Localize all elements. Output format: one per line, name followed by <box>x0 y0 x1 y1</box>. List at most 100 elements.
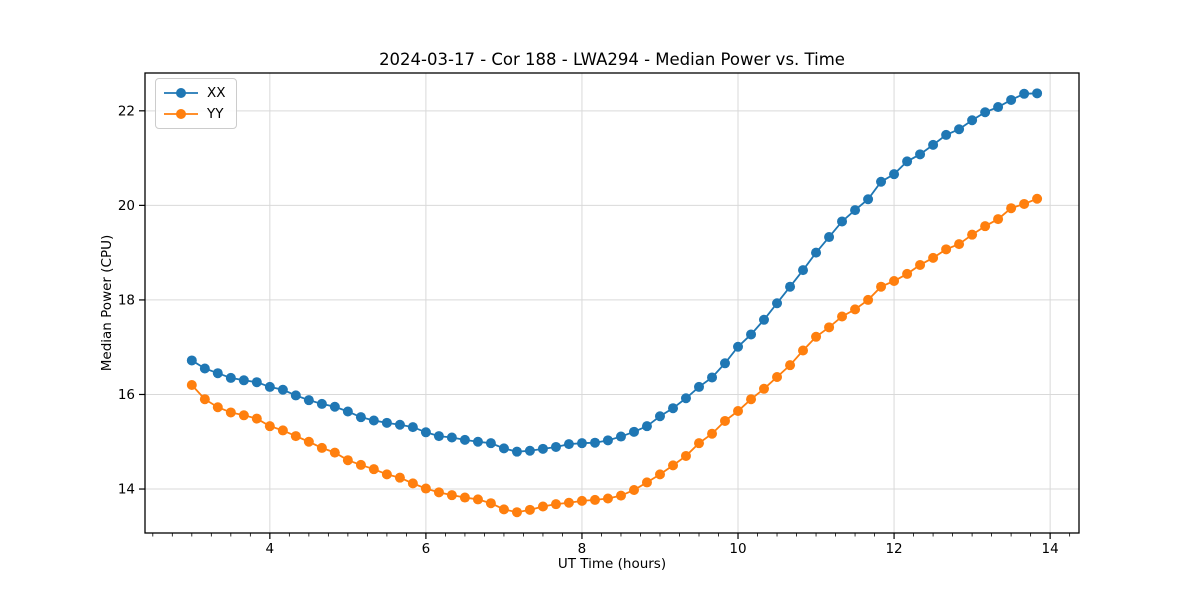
data-point-xx <box>433 431 444 442</box>
data-point-yy <box>472 494 483 505</box>
data-point-yy <box>394 472 405 483</box>
data-point-xx <box>225 372 236 383</box>
data-point-xx <box>811 247 822 258</box>
y-tick-label: 20 <box>118 198 135 214</box>
data-point-xx <box>785 281 796 292</box>
data-point-yy <box>329 447 340 458</box>
data-point-yy <box>694 438 705 449</box>
data-point-xx <box>824 232 835 243</box>
chart-title: 2024-03-17 - Cor 188 - LWA294 - Median P… <box>379 50 845 69</box>
data-point-xx <box>602 435 613 446</box>
data-point-xx <box>485 438 496 449</box>
data-point-xx <box>407 422 418 433</box>
data-point-xx <box>902 156 913 167</box>
data-point-yy <box>290 431 301 442</box>
data-point-yy <box>576 495 587 506</box>
data-point-yy <box>758 383 769 394</box>
data-point-yy <box>199 394 210 405</box>
data-point-xx <box>980 107 991 118</box>
data-point-yy <box>654 469 665 480</box>
data-point-xx <box>694 381 705 392</box>
data-point-xx <box>329 401 340 412</box>
data-point-yy <box>680 450 691 461</box>
data-point-yy <box>381 469 392 480</box>
data-point-xx <box>303 395 314 406</box>
data-point-yy <box>811 331 822 342</box>
x-axis-title: UT Time (hours) <box>557 556 667 572</box>
data-point-xx <box>758 314 769 325</box>
data-point-xx <box>1006 94 1017 105</box>
data-point-xx <box>264 381 275 392</box>
x-tick-label: 8 <box>578 541 587 557</box>
data-point-xx <box>368 415 379 426</box>
y-tick-label: 22 <box>118 103 135 119</box>
data-point-yy <box>915 259 926 270</box>
data-point-xx <box>251 377 262 388</box>
data-point-yy <box>563 497 574 508</box>
data-point-yy <box>1032 193 1043 204</box>
data-point-xx <box>446 432 457 443</box>
data-point-yy <box>641 477 652 488</box>
data-point-xx <box>277 384 288 395</box>
legend-label: XX <box>207 85 226 101</box>
x-tick-label: 14 <box>1042 541 1059 557</box>
data-point-xx <box>850 205 861 216</box>
data-point-xx <box>1032 88 1043 99</box>
data-point-xx <box>524 445 535 456</box>
data-point-xx <box>837 216 848 227</box>
data-point-yy <box>719 415 730 426</box>
data-point-yy <box>1006 203 1017 214</box>
data-point-xx <box>954 124 965 135</box>
data-point-xx <box>707 372 718 383</box>
data-point-yy <box>967 229 978 240</box>
data-point-xx <box>459 434 470 445</box>
data-point-yy <box>342 455 353 466</box>
data-point-xx <box>1019 88 1030 99</box>
y-tick-label: 14 <box>118 482 135 498</box>
data-point-yy <box>850 304 861 315</box>
data-point-xx <box>355 412 366 423</box>
data-point-xx <box>420 427 431 438</box>
data-point-xx <box>290 390 301 401</box>
data-point-xx <box>772 298 783 309</box>
data-point-xx <box>746 329 757 340</box>
data-point-yy <box>459 492 470 503</box>
data-point-xx <box>563 439 574 450</box>
data-point-yy <box>889 276 900 287</box>
data-point-xx <box>993 102 1004 113</box>
data-point-xx <box>719 358 730 369</box>
data-point-yy <box>589 494 600 505</box>
data-point-xx <box>654 411 665 422</box>
data-point-yy <box>238 410 249 421</box>
data-point-xx <box>238 375 249 386</box>
data-point-yy <box>785 360 796 371</box>
data-point-yy <box>498 504 509 515</box>
data-point-xx <box>472 436 483 447</box>
data-point-yy <box>511 507 522 518</box>
data-point-yy <box>524 504 535 515</box>
data-point-xx <box>798 265 809 276</box>
legend-label: YY <box>207 106 224 122</box>
data-point-yy <box>251 413 262 424</box>
data-point-xx <box>668 403 679 414</box>
data-point-yy <box>980 221 991 232</box>
data-point-yy <box>798 345 809 356</box>
data-point-yy <box>668 460 679 471</box>
data-point-yy <box>733 406 744 417</box>
data-point-yy <box>629 484 640 495</box>
data-point-yy <box>615 490 626 501</box>
data-point-xx <box>550 441 561 452</box>
data-point-yy <box>746 394 757 405</box>
data-point-xx <box>394 419 405 430</box>
data-point-yy <box>550 499 561 510</box>
data-point-yy <box>537 501 548 512</box>
data-point-yy <box>954 239 965 250</box>
data-point-xx <box>537 443 548 454</box>
data-point-yy <box>928 252 939 263</box>
y-tick-label: 18 <box>118 292 135 308</box>
data-point-yy <box>433 487 444 498</box>
data-point-yy <box>902 268 913 279</box>
data-point-xx <box>733 341 744 352</box>
